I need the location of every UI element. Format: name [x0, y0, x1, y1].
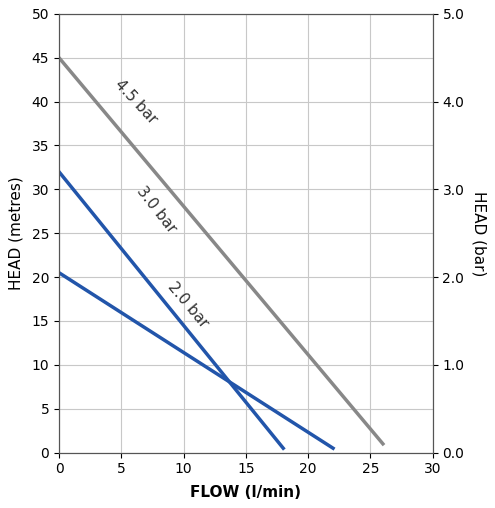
- Text: 3.0 bar: 3.0 bar: [134, 184, 179, 236]
- Y-axis label: HEAD (bar): HEAD (bar): [472, 190, 487, 276]
- Text: 4.5 bar: 4.5 bar: [111, 76, 159, 126]
- X-axis label: FLOW (l/min): FLOW (l/min): [191, 485, 301, 500]
- Y-axis label: HEAD (metres): HEAD (metres): [8, 176, 23, 290]
- Text: 2.0 bar: 2.0 bar: [165, 279, 211, 331]
